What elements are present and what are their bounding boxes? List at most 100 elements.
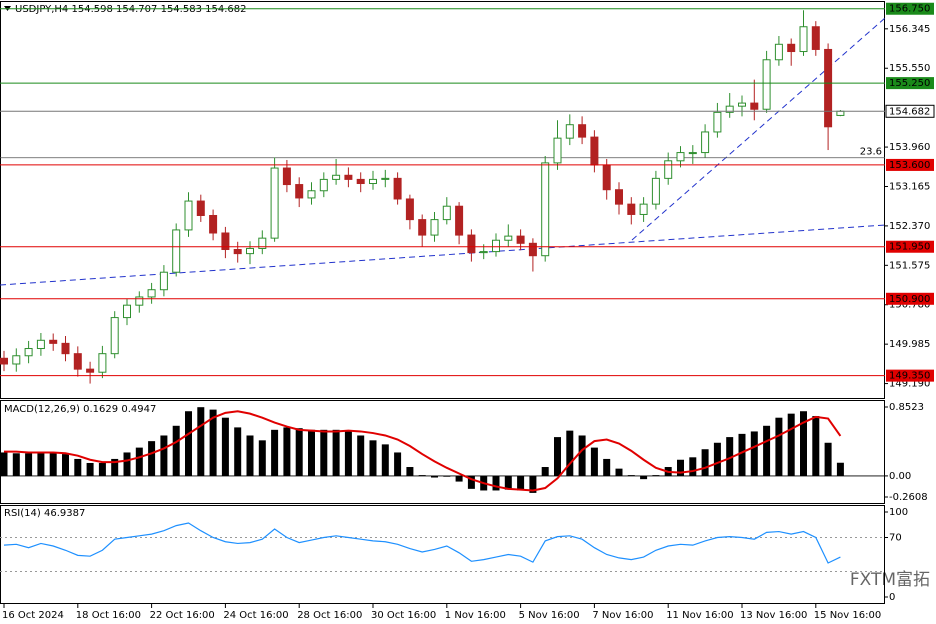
macd-bar <box>603 458 611 476</box>
y-tick-label: 150.780 <box>889 300 930 311</box>
candle-body <box>86 368 95 373</box>
macd-bar <box>615 468 623 476</box>
y-tick-label: 151.575 <box>889 260 930 271</box>
candle-body <box>799 26 808 53</box>
low: 154.583 <box>161 4 202 15</box>
rsi-panel <box>0 505 885 604</box>
x-tick-label: 7 Nov 16:00 <box>592 610 653 621</box>
candle-body <box>750 102 759 110</box>
close: 154.682 <box>205 4 246 15</box>
trend-line <box>631 17 886 241</box>
candle-body <box>319 178 328 192</box>
macd-bar <box>74 458 82 476</box>
macd-bar <box>148 441 156 476</box>
macd-bar <box>627 475 635 476</box>
macd-bar <box>492 475 500 491</box>
macd-bar <box>185 411 192 476</box>
candle-body <box>615 189 623 205</box>
candle-body <box>270 167 279 239</box>
macd-header: MACD(12,26,9) 0.1629 0.4947 <box>4 404 156 415</box>
y-tick-label: 0.8523 <box>889 402 924 413</box>
candle-body <box>332 174 341 180</box>
price-level-label: 155.250 <box>889 78 930 89</box>
candle-body <box>258 237 267 249</box>
price-level-label: 150.900 <box>889 294 930 305</box>
candle-body <box>528 242 537 257</box>
candle-body <box>381 177 390 180</box>
macd-bar <box>431 475 438 478</box>
candle-body <box>762 59 771 110</box>
y-tick-label: 0 <box>889 592 895 603</box>
rsi-header: RSI(14) 46.9387 <box>4 508 85 519</box>
macd-bar <box>344 431 352 476</box>
macd-bar <box>824 442 832 476</box>
candle-body <box>504 235 513 241</box>
candle-body <box>418 219 427 236</box>
candle-body <box>0 357 8 365</box>
macd-bar <box>689 457 697 476</box>
x-tick-label: 11 Nov 16:00 <box>666 610 733 621</box>
watermark: FXTM富拓 <box>850 570 930 590</box>
candle-body <box>246 247 254 255</box>
indicator-title: RSI(14) <box>4 508 41 519</box>
macd-bar <box>775 417 783 476</box>
candle-body <box>578 124 587 138</box>
macd-bar <box>529 475 537 493</box>
macd-bar <box>62 454 69 476</box>
macd-bar <box>332 429 340 476</box>
macd-bar <box>111 458 119 476</box>
macd-bar <box>234 427 242 476</box>
macd-bar <box>394 452 402 476</box>
macd-bar <box>455 475 463 482</box>
macd-bar <box>652 475 660 476</box>
trend-line <box>0 224 886 286</box>
candle-body <box>209 214 218 234</box>
macd-bar <box>369 440 377 476</box>
macd-bar <box>98 462 106 476</box>
macd-bar <box>320 429 328 476</box>
x-tick-label: 15 Nov 16:00 <box>814 610 881 621</box>
candle-body <box>824 48 833 128</box>
candle-body <box>61 342 70 355</box>
y-tick-label: 153.960 <box>889 142 930 153</box>
y-tick-label: 153.165 <box>889 181 930 192</box>
candle-body <box>467 234 476 254</box>
current-price-box <box>885 104 935 118</box>
indicator-value: 0.1629 <box>83 404 118 415</box>
y-tick-label: 152.370 <box>889 221 930 232</box>
price-level-box <box>886 77 934 90</box>
macd-bar <box>677 459 684 476</box>
price-level-label: 153.600 <box>889 160 930 171</box>
price-level-box <box>886 2 934 15</box>
candle-body <box>553 137 562 164</box>
candle-body <box>516 235 525 244</box>
candle-body <box>135 296 144 306</box>
macd-bar <box>738 433 746 476</box>
candle-body <box>24 348 33 357</box>
price-level-box <box>886 369 934 382</box>
x-tick-label: 18 Oct 16:00 <box>76 610 141 621</box>
macd-bar <box>800 411 807 476</box>
macd-bar <box>258 440 266 476</box>
candle-body <box>676 152 685 162</box>
candle-body <box>442 205 451 221</box>
candle-body <box>787 43 796 53</box>
x-tick-label: 1 Nov 16:00 <box>445 610 506 621</box>
macd-bar <box>541 467 549 476</box>
macd-signal <box>4 410 842 492</box>
price-level-label: 151.950 <box>889 242 930 253</box>
candle-body <box>98 353 107 373</box>
price-level-label: 156.750 <box>889 4 930 15</box>
candle-body <box>282 167 291 186</box>
macd-bar <box>590 447 598 476</box>
macd-bar <box>467 475 475 489</box>
candle-body <box>221 232 230 251</box>
indicator-title: MACD(12,26,9) <box>4 404 80 415</box>
macd-bar <box>750 431 758 476</box>
candle-body <box>159 271 168 291</box>
candle-body <box>36 339 45 350</box>
macd-bar <box>172 425 180 476</box>
macd-bar <box>123 452 131 476</box>
